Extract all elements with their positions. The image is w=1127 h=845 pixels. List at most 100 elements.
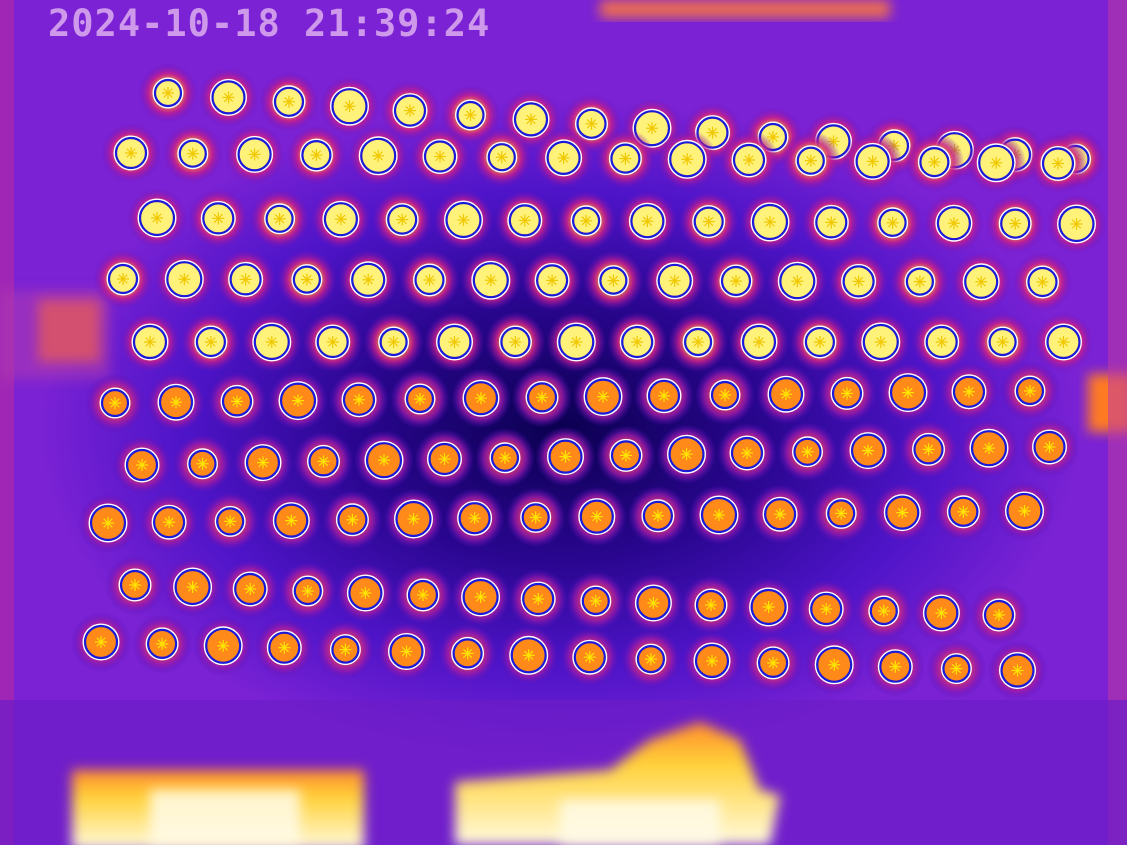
calibration-target <box>485 312 546 372</box>
target-center-marker <box>244 583 257 595</box>
target-detection-ring-outline <box>329 634 361 666</box>
target-detection-ring-outline <box>556 322 596 362</box>
calibration-target <box>681 575 741 635</box>
target-center-marker-stroke <box>458 215 469 225</box>
target-detection-ring <box>188 449 217 478</box>
target-detection-ring-outline <box>272 85 306 119</box>
target-detection-ring-outline <box>583 377 623 417</box>
target-center-marker-stroke <box>475 592 486 602</box>
target-detection-ring-outline <box>436 323 473 361</box>
target-detection-ring <box>472 262 509 299</box>
calibration-target <box>1046 194 1107 254</box>
target-detection-ring-outline <box>729 435 765 471</box>
target-detection-ring <box>983 599 1015 631</box>
target-center-marker <box>532 593 545 605</box>
target-center-marker-stroke <box>267 337 277 347</box>
target-center-marker <box>619 152 632 165</box>
calibration-target <box>583 250 644 311</box>
target-center-marker-stroke <box>792 276 802 286</box>
target-center-marker <box>1009 217 1022 230</box>
target-detection-ring-outline <box>118 568 152 602</box>
target-detection-ring <box>234 572 267 606</box>
target-detection-ring <box>576 108 607 139</box>
target-center-marker-stroke <box>775 509 785 519</box>
target-center-marker <box>378 454 390 467</box>
target-detection-ring <box>869 596 898 626</box>
target-center-marker-stroke <box>232 396 242 407</box>
target-detection-ring-outline <box>462 379 500 417</box>
target-center-marker <box>222 91 235 104</box>
target-detection-ring-outline <box>388 633 425 670</box>
target-center-marker <box>448 336 461 348</box>
target-center-marker-stroke <box>929 157 940 167</box>
calibration-target <box>898 419 959 480</box>
target-center-marker-stroke <box>997 337 1008 347</box>
target-center-marker-stroke <box>388 337 399 347</box>
target-center-marker-stroke <box>681 449 692 459</box>
target-detection-ring <box>610 440 642 471</box>
calibration-target <box>127 188 187 248</box>
target-detection-ring-outline <box>164 259 204 299</box>
target-detection-ring-outline <box>693 642 731 680</box>
calibration-target <box>780 130 841 191</box>
target-center-marker-stroke <box>465 110 476 120</box>
target-center-marker-stroke <box>258 457 268 468</box>
target-center-marker-stroke <box>293 395 303 406</box>
target-detection-ring-outline <box>99 387 131 419</box>
target-detection-ring-outline <box>861 322 901 362</box>
target-center-marker-stroke <box>462 648 473 659</box>
target-detection-ring-outline <box>349 261 387 299</box>
target-center-marker-stroke <box>500 453 510 463</box>
target-center-marker <box>993 609 1005 621</box>
target-center-marker <box>1011 664 1024 677</box>
calibration-target <box>162 557 223 617</box>
target-detection-ring-outline <box>699 495 739 535</box>
target-detection-ring-outline <box>124 447 160 483</box>
target-center-marker-stroke <box>994 610 1004 620</box>
target-detection-ring <box>1033 430 1066 464</box>
target-detection-ring <box>273 86 305 117</box>
target-detection-ring <box>558 323 595 361</box>
target-center-marker <box>1024 385 1036 397</box>
target-center-marker-stroke <box>964 387 974 397</box>
target-center-marker-stroke <box>405 105 415 116</box>
target-detection-ring-outline <box>709 379 741 411</box>
calibration-target <box>729 312 789 372</box>
calibration-target <box>627 485 688 546</box>
target-center-marker-stroke <box>286 515 296 526</box>
target-center-marker-stroke <box>145 337 155 347</box>
target-center-marker <box>475 392 487 405</box>
left-wall-band <box>0 290 110 380</box>
calibration-target <box>512 367 572 428</box>
target-detection-ring <box>166 261 203 298</box>
target-detection-ring <box>855 144 890 179</box>
target-center-marker-stroke <box>653 511 663 521</box>
target-center-marker <box>651 509 664 522</box>
target-detection-ring <box>683 327 713 357</box>
calibration-target <box>777 421 838 482</box>
target-detection-ring-outline <box>830 376 864 410</box>
calibration-target <box>277 561 338 621</box>
target-center-marker-stroke <box>363 275 373 285</box>
target-detection-ring <box>763 498 797 531</box>
target-center-marker <box>1052 157 1064 170</box>
target-detection-ring-outline <box>106 262 140 296</box>
target-detection-ring-outline <box>762 496 798 532</box>
target-detection-ring <box>463 381 499 416</box>
target-detection-ring <box>905 267 935 296</box>
calibration-target <box>393 565 453 625</box>
target-detection-ring <box>1041 147 1075 180</box>
target-center-marker-stroke <box>401 646 412 657</box>
target-detection-ring-outline <box>291 264 323 296</box>
target-center-marker-stroke <box>1019 506 1030 516</box>
target-detection-ring <box>751 203 789 241</box>
target-detection-ring <box>293 576 322 606</box>
calibration-target <box>390 369 450 429</box>
target-center-marker <box>273 212 286 225</box>
target-detection-ring <box>456 100 485 130</box>
target-detection-ring-outline <box>750 202 790 242</box>
calibration-target <box>865 636 926 697</box>
target-center-marker <box>196 457 209 470</box>
target-detection-ring <box>1058 205 1095 243</box>
calibration-target <box>595 128 656 189</box>
